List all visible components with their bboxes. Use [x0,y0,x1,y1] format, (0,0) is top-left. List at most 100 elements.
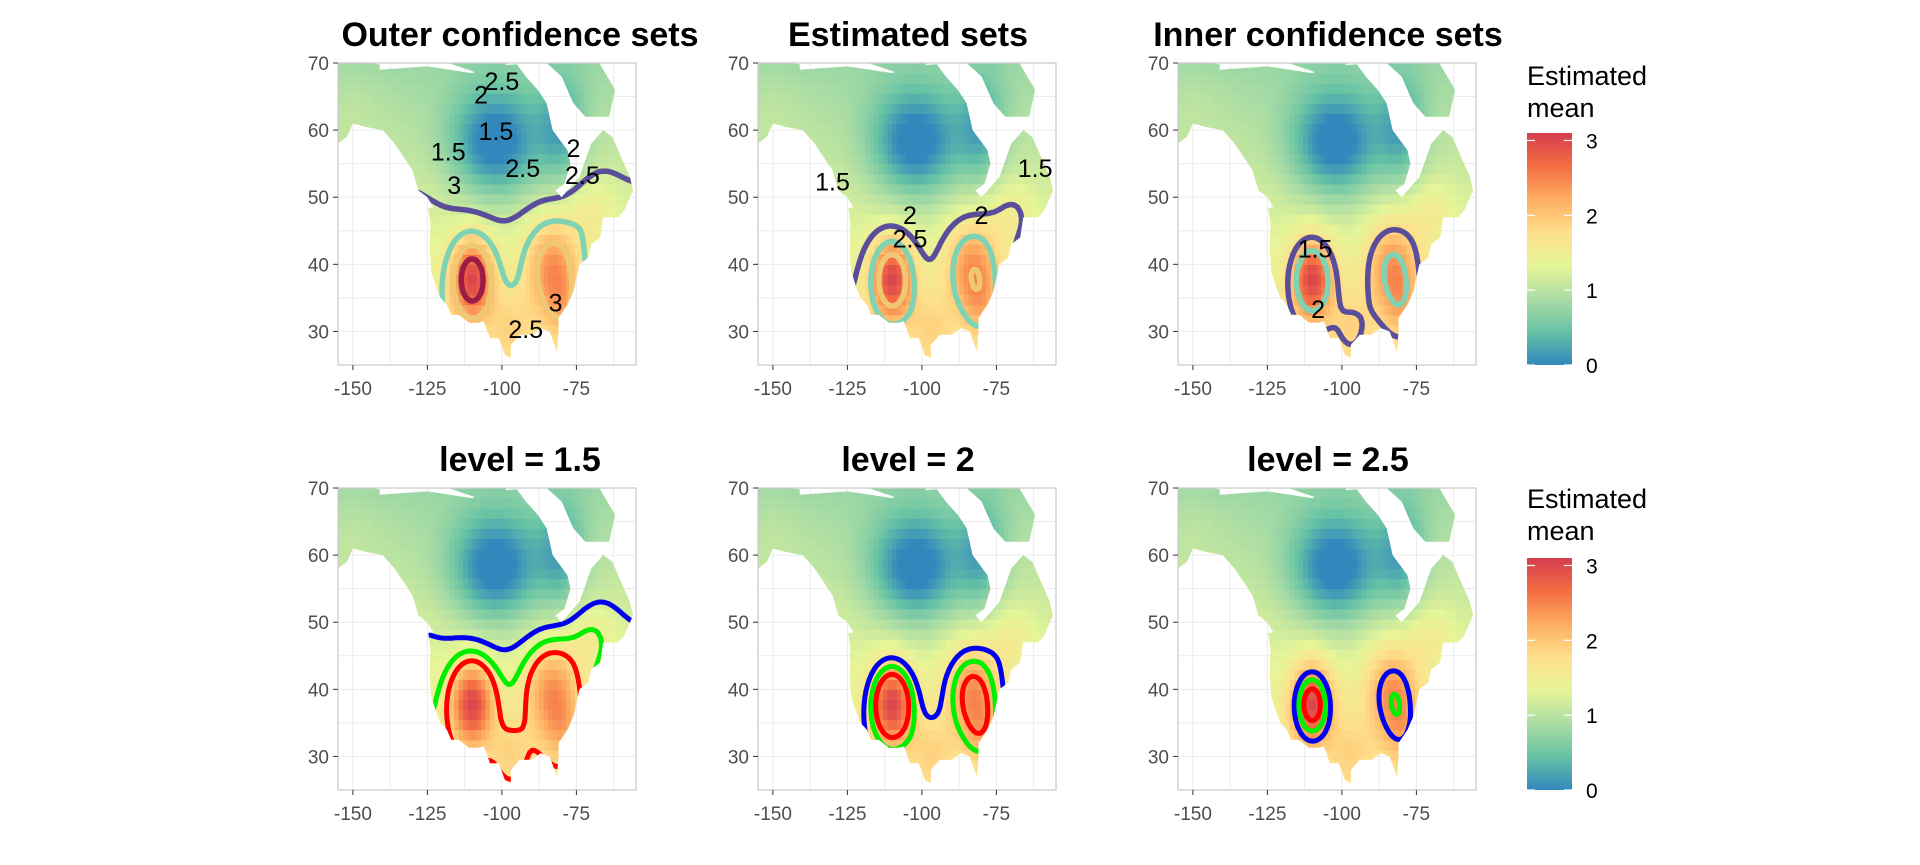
heatmap-cell [490,193,496,205]
heatmap-cell [548,324,554,336]
heatmap-cell [431,73,437,84]
heatmap-cell [454,224,460,235]
heatmap-cell [972,244,978,255]
heatmap-cell [905,193,911,205]
heatmap-cell [503,314,509,326]
heatmap-cell [503,294,509,306]
heatmap-cell [910,183,916,195]
heatmap-cell [963,264,969,275]
heatmap-cell [355,63,361,74]
heatmap-cell [847,163,853,175]
heatmap-cell [588,83,594,94]
heatmap-cell [583,153,589,165]
heatmap-cell [816,113,822,124]
heatmap-cell [525,274,531,286]
heatmap-cell [860,183,866,195]
heatmap-cell [494,234,500,245]
heatmap-cell [498,274,504,286]
heatmap-cell [923,214,929,225]
heatmap-cell [467,284,473,296]
heatmap-cell [784,113,790,124]
heatmap-cell [914,93,920,104]
heatmap-cell [543,284,549,296]
heatmap-cell [454,153,460,165]
heatmap-cell [1245,133,1251,145]
heatmap-cell [387,123,393,135]
heatmap-cell [485,284,491,296]
heatmap-cell [825,73,831,84]
heatmap-cell [431,113,437,124]
heatmap-cell [941,314,947,326]
heatmap-cell [887,153,893,165]
heatmap-cell [583,234,589,245]
heatmap-cell [476,304,482,316]
heatmap-cell [936,63,942,64]
heatmap-cell [807,113,813,124]
heatmap-cell [521,234,527,245]
heatmap-cell [427,123,433,135]
heatmap-cell [878,143,884,155]
heatmap-cell [887,103,893,114]
heatmap-cell [440,203,446,215]
heatmap-cell [570,93,576,104]
heatmap-cell [972,143,978,155]
heatmap-cell [431,234,437,245]
heatmap-cell [780,83,786,94]
heatmap-cell [548,203,554,215]
heatmap-cell [431,274,437,286]
heatmap-cell [431,143,437,155]
heatmap-cell [561,234,567,245]
heatmap-cell [758,43,763,54]
heatmap-cell [798,83,804,94]
heatmap-cell [481,93,487,104]
heatmap-cell [878,113,884,124]
heatmap-cell [530,153,536,165]
heatmap-cell [758,133,764,145]
heatmap-cell [1012,93,1018,104]
heatmap-cell [851,163,857,175]
heatmap-cell [918,73,924,84]
heatmap-cell [503,203,509,215]
heatmap-cell [918,143,924,155]
heatmap-cell [552,234,558,245]
heatmap-cell [498,284,504,296]
heatmap-cell [472,143,478,155]
heatmap-cell [932,63,938,64]
contour-line-3 [458,256,486,304]
heatmap-cell [364,113,370,124]
heatmap-cell [945,244,951,255]
heatmap-cell [476,103,482,114]
heatmap-cell [1222,113,1228,124]
heatmap-cell [615,63,621,64]
heatmap-cell [910,173,916,185]
heatmap-cell [601,193,607,205]
heatmap-cell [927,183,933,195]
heatmap-cell [561,284,567,296]
heatmap-cell [968,143,974,155]
heatmap-cell [798,93,804,104]
heatmap-cell [552,334,558,346]
heatmap-cell [838,113,844,124]
heatmap-cell [342,123,348,135]
heatmap-cell [883,123,889,135]
heatmap-cell [767,43,772,54]
heatmap-cell [856,244,862,255]
heatmap-cell [1245,113,1251,124]
heatmap-cell [378,93,384,104]
heatmap-cell [834,83,840,94]
contour-label: 2 [975,202,989,230]
heatmap-cell [901,163,907,175]
heatmap-cell [963,203,969,215]
heatmap-cell [543,163,549,175]
heatmap-cell [552,63,558,74]
heatmap-cell [766,113,772,124]
heatmap-cell [994,244,1000,255]
heatmap-cell [981,254,987,265]
heatmap-cell [986,264,992,275]
heatmap-cell [601,63,607,64]
heatmap-cell [360,83,366,94]
heatmap-cell [566,73,572,84]
heatmap-cell [825,93,831,104]
heatmap-cell [1254,133,1260,145]
